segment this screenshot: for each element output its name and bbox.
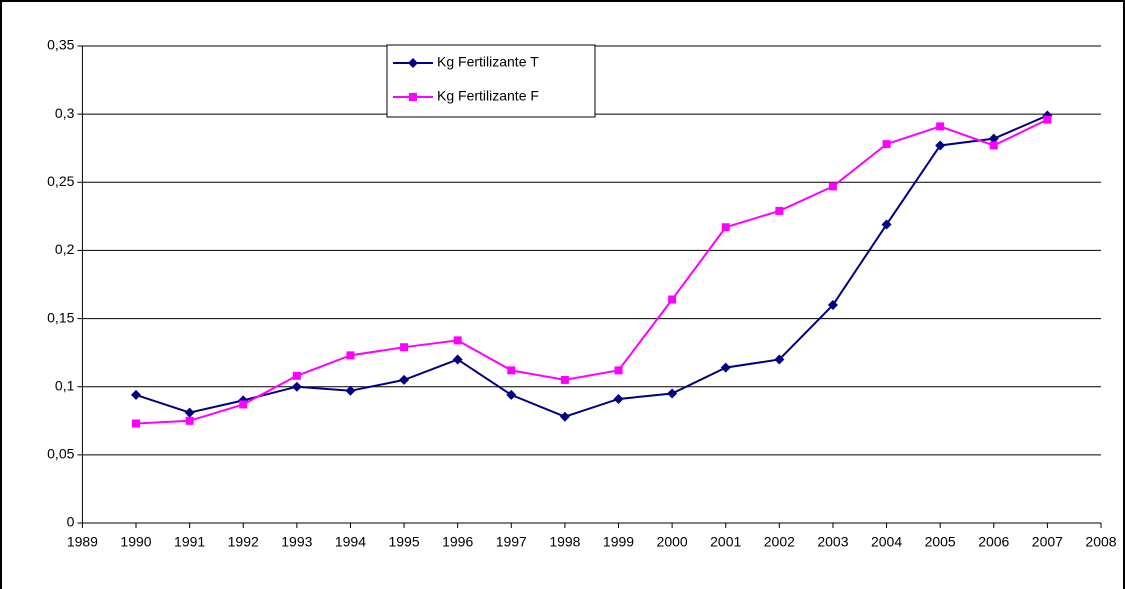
x-tick-label: 1990 [120,534,151,550]
data-point [291,381,302,392]
data-point [828,182,837,191]
data-point [882,140,891,149]
data-point [185,416,194,425]
data-point [614,366,623,375]
legend-box [386,44,596,118]
data-point [667,388,678,399]
data-point [400,343,409,352]
series-line [135,118,1048,425]
data-point [988,133,999,144]
x-tick-label: 2004 [871,534,902,550]
data-point [613,393,624,404]
data-point [881,219,892,230]
data-point [721,223,730,232]
x-tick-label: 1998 [549,534,580,550]
data-point [452,354,463,365]
x-tick-label: 1999 [603,534,634,550]
y-tick-label: 0,25 [47,173,74,189]
data-point [668,295,677,304]
data-point [559,411,570,422]
x-tick-label: 2007 [1032,534,1063,550]
data-point [1043,115,1052,124]
y-tick-label: 0,05 [47,446,74,462]
data-point [935,140,946,151]
data-point [346,351,355,360]
y-tick-label: 0 [67,514,75,530]
y-tick-label: 0,3 [55,105,75,121]
data-point [345,385,356,396]
x-tick-label: 2006 [978,534,1009,550]
x-tick-label: 2005 [925,534,956,550]
data-point [989,141,998,150]
data-point [560,375,569,384]
data-point [399,374,410,385]
x-tick-label: 2001 [710,534,741,550]
data-point [131,389,142,400]
legend-label: Kg Fertilizante T [437,54,539,70]
data-point [239,400,248,409]
x-tick-label: 1997 [496,534,527,550]
y-tick-label: 0,1 [55,377,75,393]
data-point [720,362,731,373]
data-point [506,389,517,400]
y-tick-label: 0,15 [47,309,74,325]
data-point [774,354,785,365]
x-tick-label: 2002 [764,534,795,550]
data-point [132,419,141,428]
y-tick-label: 0,2 [55,241,75,257]
data-point [453,336,462,345]
x-tick-label: 1993 [281,534,312,550]
legend-label: Kg Fertilizante F [437,88,539,104]
legend-marker [408,58,418,68]
x-tick-label: 1994 [335,534,366,550]
data-point [184,407,195,418]
data-point [827,299,838,310]
data-point [936,122,945,131]
data-point [292,371,301,380]
series-line [135,114,1048,418]
data-point [507,366,516,375]
x-tick-label: 1995 [388,534,419,550]
legend-marker [409,93,417,101]
y-tick-label: 0,35 [47,37,74,53]
data-point [775,206,784,215]
x-tick-label: 2000 [657,534,688,550]
x-tick-label: 2003 [817,534,848,550]
x-tick-label: 1996 [442,534,473,550]
x-tick-label: 1989 [67,534,98,550]
x-tick-label: 2008 [1085,534,1116,550]
x-tick-label: 1992 [228,534,259,550]
x-tick-label: 1991 [174,534,205,550]
